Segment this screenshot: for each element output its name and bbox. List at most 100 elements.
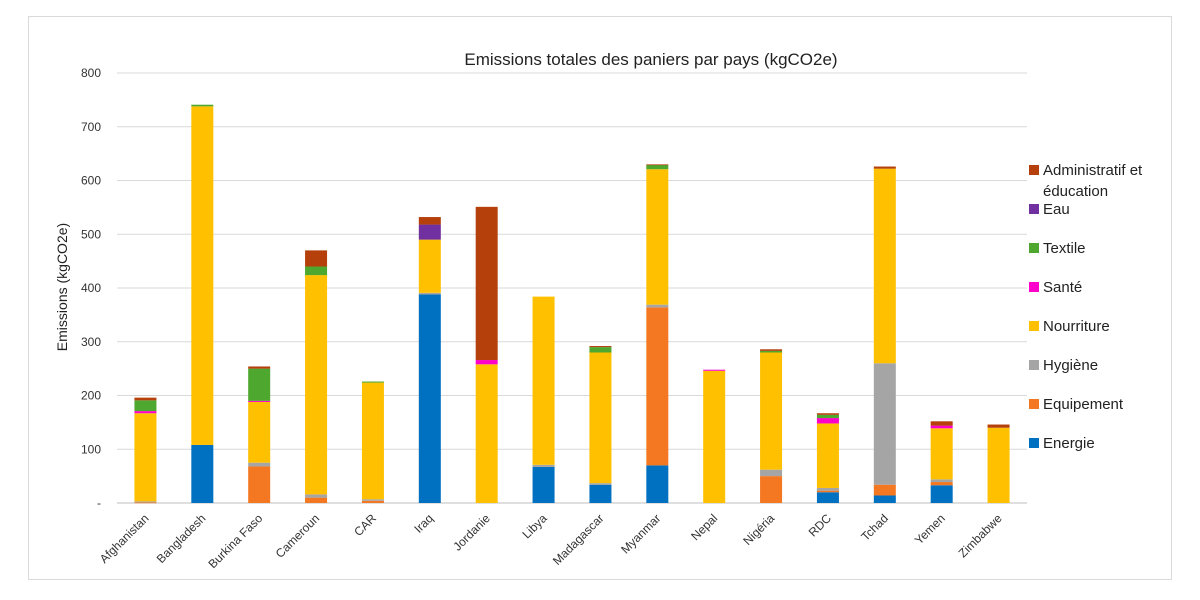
bar-segment bbox=[134, 501, 157, 503]
bar-segment bbox=[646, 164, 669, 166]
y-tick-label: 200 bbox=[81, 389, 101, 403]
legend-label: Nourriture bbox=[1043, 318, 1110, 335]
bar-segment bbox=[248, 400, 271, 402]
x-tick-label: Iraq bbox=[411, 511, 436, 536]
x-tick-label: RDC bbox=[806, 511, 835, 540]
bar-segment bbox=[134, 400, 157, 412]
legend-swatch bbox=[1029, 165, 1039, 175]
bar-segment bbox=[305, 250, 328, 267]
bar-segment bbox=[987, 427, 1010, 503]
y-tick-label: 600 bbox=[81, 174, 101, 188]
bar-segment bbox=[816, 418, 839, 424]
legend-swatch bbox=[1029, 321, 1039, 331]
x-tick-label: Yemen bbox=[912, 511, 948, 547]
bar-segment bbox=[418, 217, 441, 225]
bar-segment bbox=[816, 413, 839, 415]
bar-segment bbox=[589, 483, 612, 485]
bar-segment bbox=[589, 346, 612, 348]
bar-segment bbox=[873, 495, 896, 503]
x-tick-label: Jordanie bbox=[450, 511, 493, 554]
bar-segment bbox=[134, 413, 157, 502]
legend-swatch bbox=[1029, 438, 1039, 448]
bar-segment bbox=[646, 169, 669, 305]
legend-label: Equipement bbox=[1043, 396, 1124, 413]
bar-segment bbox=[816, 490, 839, 493]
bar-segment bbox=[418, 292, 441, 295]
y-tick-label: 700 bbox=[81, 120, 101, 134]
x-tick-label: Libya bbox=[519, 511, 549, 541]
bar-segment bbox=[418, 239, 441, 293]
bar-segment bbox=[930, 421, 953, 426]
bar-segment bbox=[532, 464, 555, 467]
bar-segment bbox=[532, 466, 555, 503]
bar-segment bbox=[134, 397, 157, 401]
x-tick-label: Myanmar bbox=[618, 511, 663, 556]
x-tick-label: Zimbabwe bbox=[956, 511, 1005, 560]
bar-segment bbox=[873, 168, 896, 364]
bar-segment bbox=[646, 307, 669, 466]
bar-segment bbox=[191, 444, 214, 503]
legend-label: Textile bbox=[1043, 240, 1086, 257]
y-axis-label: Emissions (kgCO2e) bbox=[54, 223, 70, 351]
x-tick-label: CAR bbox=[351, 511, 379, 539]
legend-label: Energie bbox=[1043, 435, 1095, 452]
y-tick-labels: - 100 200 300 400 500 600 700 800 bbox=[81, 66, 101, 510]
bars-layer bbox=[134, 104, 1010, 504]
bar-segment bbox=[475, 360, 498, 365]
bar-segment bbox=[646, 304, 669, 308]
legend-label: Administratif et éducation bbox=[1043, 162, 1143, 200]
bar-segment bbox=[248, 466, 271, 503]
bar-segment bbox=[930, 479, 953, 483]
bar-segment bbox=[816, 492, 839, 503]
y-tick-label: 300 bbox=[81, 335, 101, 349]
bar-segment bbox=[930, 428, 953, 480]
legend-swatch bbox=[1029, 204, 1039, 214]
bar-segment bbox=[816, 414, 839, 419]
legend-swatch bbox=[1029, 399, 1039, 409]
bar-segment bbox=[930, 482, 953, 486]
bar-segment bbox=[134, 502, 157, 504]
bar-segment bbox=[816, 487, 839, 491]
y-tick-label: 400 bbox=[81, 281, 101, 295]
x-tick-label: Nigéria bbox=[740, 511, 777, 548]
bar-segment bbox=[305, 275, 328, 495]
bar-segment bbox=[646, 164, 669, 170]
bar-segment bbox=[646, 465, 669, 503]
bar-segment bbox=[703, 369, 726, 371]
bar-segment bbox=[930, 425, 953, 429]
bar-segment bbox=[873, 363, 896, 485]
bar-segment bbox=[930, 485, 953, 503]
bar-segment bbox=[305, 497, 328, 503]
bar-segment bbox=[361, 381, 384, 383]
bar-segment bbox=[248, 401, 271, 463]
bar-segment bbox=[873, 166, 896, 169]
bar-segment bbox=[760, 476, 783, 503]
bar-segment bbox=[361, 500, 384, 503]
bar-segment bbox=[589, 352, 612, 484]
legend-label: Santé bbox=[1043, 279, 1082, 296]
bar-segment bbox=[191, 104, 214, 107]
legend-swatch bbox=[1029, 282, 1039, 292]
bar-segment bbox=[305, 494, 328, 498]
bar-segment bbox=[760, 352, 783, 470]
x-tick-label: Madagascar bbox=[550, 511, 607, 568]
bar-segment bbox=[703, 370, 726, 503]
bar-segment bbox=[532, 296, 555, 465]
bar-segment bbox=[760, 349, 783, 351]
x-tick-label: Nepal bbox=[688, 511, 720, 543]
bar-segment bbox=[418, 224, 441, 240]
y-tick-label: 500 bbox=[81, 227, 101, 241]
x-tick-label: Burkina Faso bbox=[205, 511, 265, 571]
bar-segment bbox=[475, 206, 498, 361]
bar-segment bbox=[191, 106, 214, 445]
bar-segment bbox=[589, 484, 612, 503]
bar-segment bbox=[475, 364, 498, 503]
bar-segment bbox=[589, 347, 612, 353]
chart-frame: Emissions totales des paniers par pays (… bbox=[28, 16, 1172, 580]
bar-segment bbox=[760, 469, 783, 477]
bar-segment bbox=[305, 266, 328, 276]
bar-segment bbox=[361, 499, 384, 501]
y-tick-label: - bbox=[97, 496, 101, 510]
x-tick-label: Afghanistan bbox=[97, 511, 152, 566]
